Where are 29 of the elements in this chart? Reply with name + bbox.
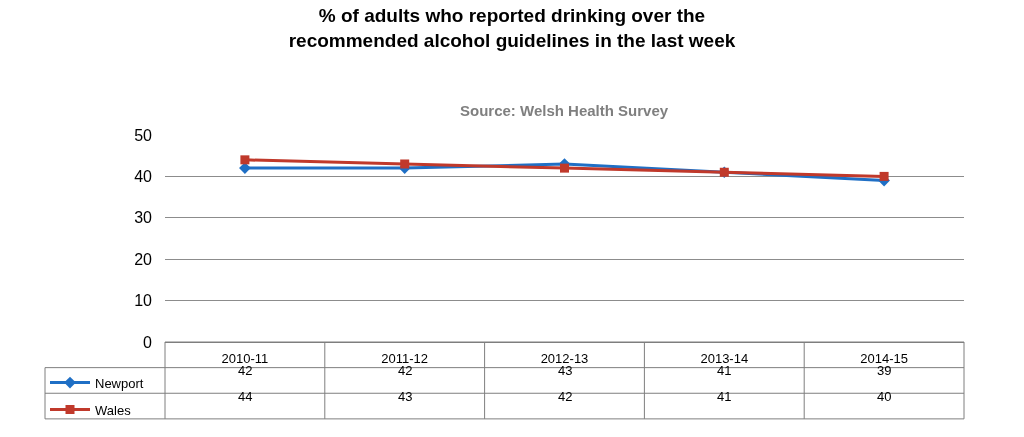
point [400, 159, 410, 169]
y-tick-label: 20 [134, 250, 153, 268]
x-tick-label: 2012-13 [540, 350, 589, 366]
y-tick-label: 0 [143, 333, 153, 351]
data-label: 42 [398, 363, 413, 378]
data-label: 40 [877, 389, 892, 404]
data-label: 44 [238, 389, 253, 404]
data-label: 43 [398, 389, 413, 404]
legend-label: Wales [95, 402, 132, 418]
chart-title: % of adults who reported drinking over the recommended alcohol guidelines in the last week [288, 4, 736, 51]
source-note: Source: Welsh Health Survey [460, 102, 669, 119]
data-label: 41 [717, 363, 732, 378]
y-tick-label: 10 [134, 292, 153, 310]
y-tick-label: 50 [134, 126, 153, 144]
data-label: 39 [877, 363, 892, 378]
x-tick-label: 2013-14 [700, 350, 749, 366]
y-tick-label: 30 [134, 209, 153, 227]
point [240, 155, 250, 165]
x-tick-label: 2011-12 [381, 350, 429, 366]
data-label: 41 [717, 389, 732, 404]
y-tick-label: 40 [134, 168, 153, 185]
legend-label: Newport [95, 375, 144, 391]
data-label: 43 [558, 363, 573, 378]
data-label: 42 [558, 389, 573, 404]
data-label: 42 [238, 363, 253, 378]
x-tick-label: 2010-11 [221, 350, 269, 366]
x-tick-label: 2014-15 [860, 350, 908, 366]
point [560, 163, 569, 173]
point [879, 171, 889, 181]
